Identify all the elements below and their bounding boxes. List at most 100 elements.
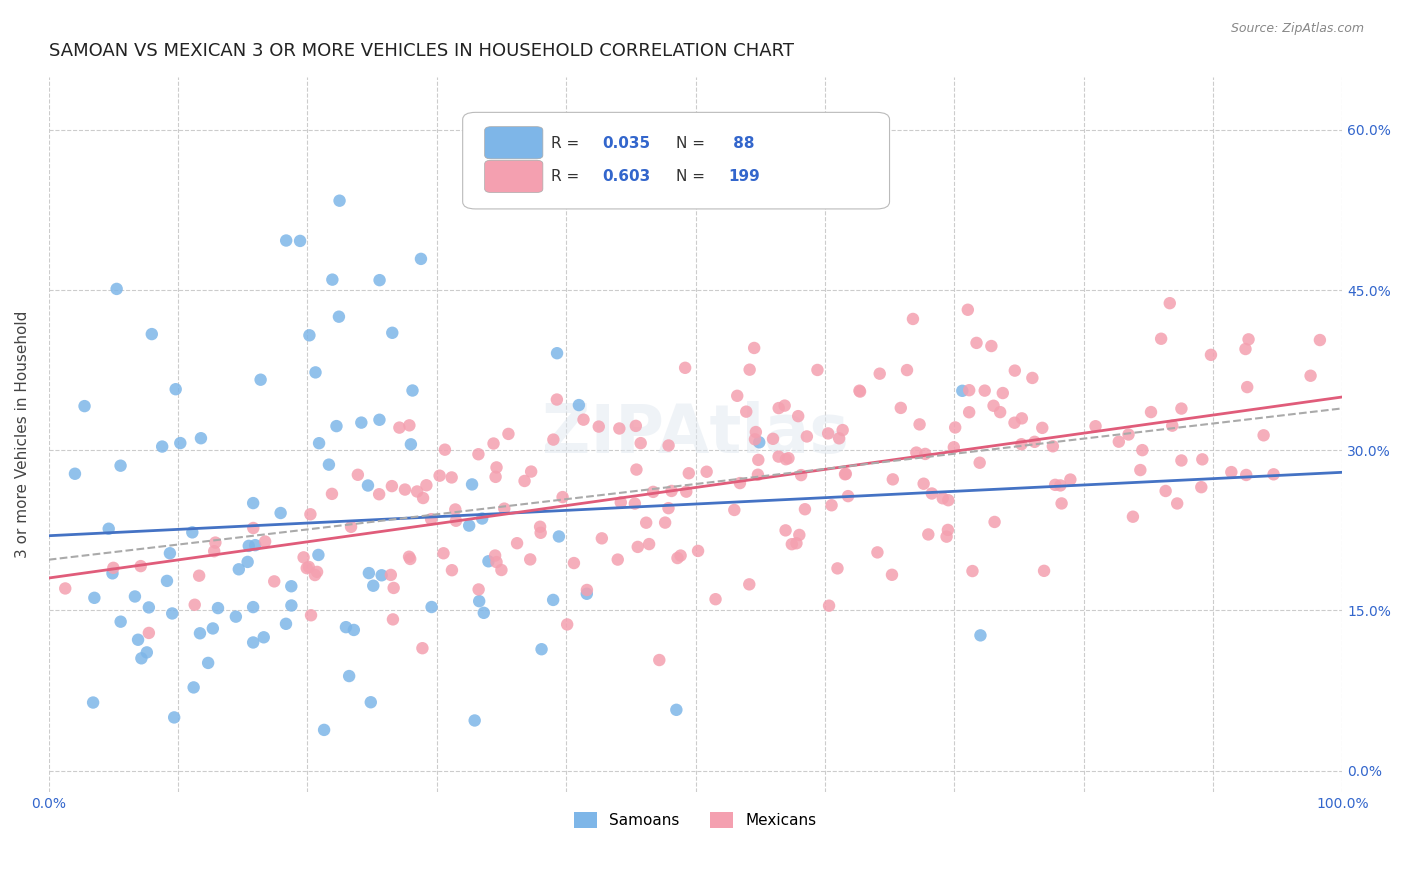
- Point: [673, 360, 696, 375]
- Point: [1154, 483, 1177, 498]
- Point: [188, 568, 211, 582]
- Point: [983, 399, 1005, 413]
- Point: [381, 612, 404, 626]
- Point: [444, 502, 467, 516]
- Text: R =: R =: [551, 136, 583, 151]
- Point: [394, 483, 416, 497]
- Point: [138, 626, 160, 640]
- Point: [768, 401, 790, 415]
- Point: [245, 538, 267, 552]
- Point: [837, 489, 859, 503]
- Point: [817, 426, 839, 441]
- Point: [572, 412, 595, 426]
- Point: [914, 447, 936, 461]
- Point: [1118, 427, 1140, 442]
- Point: [207, 601, 229, 615]
- Point: [83, 591, 105, 605]
- Point: [105, 282, 128, 296]
- Point: [775, 452, 797, 467]
- Point: [506, 536, 529, 550]
- Point: [347, 467, 370, 482]
- Point: [360, 695, 382, 709]
- Point: [624, 418, 647, 433]
- Point: [1199, 348, 1222, 362]
- Point: [768, 450, 790, 464]
- Point: [1033, 564, 1056, 578]
- Point: [555, 617, 578, 632]
- Point: [370, 568, 392, 582]
- Point: [624, 497, 647, 511]
- Point: [1253, 428, 1275, 442]
- Point: [1050, 496, 1073, 510]
- Point: [827, 561, 849, 575]
- Point: [834, 467, 856, 482]
- Point: [411, 641, 433, 656]
- Point: [188, 626, 211, 640]
- Point: [337, 669, 360, 683]
- Point: [1263, 467, 1285, 482]
- Point: [444, 514, 467, 528]
- Point: [1150, 332, 1173, 346]
- Point: [935, 530, 957, 544]
- Point: [238, 539, 260, 553]
- Point: [494, 501, 516, 516]
- Point: [991, 386, 1014, 401]
- Point: [661, 483, 683, 498]
- Point: [298, 560, 321, 574]
- Point: [381, 326, 404, 340]
- Point: [541, 593, 564, 607]
- Point: [1140, 405, 1163, 419]
- Point: [980, 339, 1002, 353]
- Point: [936, 493, 959, 508]
- Point: [643, 484, 665, 499]
- FancyBboxPatch shape: [463, 112, 890, 209]
- Text: 88: 88: [728, 136, 755, 151]
- Point: [97, 522, 120, 536]
- Point: [747, 467, 769, 482]
- Point: [742, 341, 765, 355]
- Point: [254, 534, 277, 549]
- Point: [562, 556, 585, 570]
- Point: [131, 651, 153, 665]
- Point: [1031, 421, 1053, 435]
- Point: [420, 600, 443, 615]
- Point: [591, 532, 613, 546]
- Point: [141, 327, 163, 342]
- Point: [778, 451, 800, 466]
- Point: [789, 528, 811, 542]
- Point: [110, 458, 132, 473]
- Point: [983, 515, 1005, 529]
- Point: [82, 696, 104, 710]
- Point: [197, 656, 219, 670]
- Point: [696, 465, 718, 479]
- Point: [762, 432, 785, 446]
- Point: [1220, 465, 1243, 479]
- Point: [1108, 434, 1130, 449]
- Point: [828, 431, 851, 445]
- Point: [950, 384, 973, 398]
- Point: [942, 440, 965, 454]
- Point: [882, 472, 904, 486]
- Point: [270, 506, 292, 520]
- Point: [329, 194, 352, 208]
- Point: [901, 312, 924, 326]
- Point: [280, 579, 302, 593]
- Point: [398, 549, 420, 564]
- Point: [388, 420, 411, 434]
- Point: [543, 433, 565, 447]
- Point: [973, 384, 995, 398]
- Point: [1129, 463, 1152, 477]
- Point: [101, 566, 124, 581]
- Point: [335, 620, 357, 634]
- Point: [626, 462, 648, 476]
- Point: [917, 527, 939, 541]
- Point: [318, 458, 340, 472]
- FancyBboxPatch shape: [485, 161, 543, 193]
- Point: [658, 438, 681, 452]
- Point: [242, 600, 264, 615]
- Text: ZIPAtlas: ZIPAtlas: [543, 401, 849, 467]
- Point: [429, 468, 451, 483]
- Point: [127, 632, 149, 647]
- Point: [966, 335, 988, 350]
- Point: [298, 328, 321, 343]
